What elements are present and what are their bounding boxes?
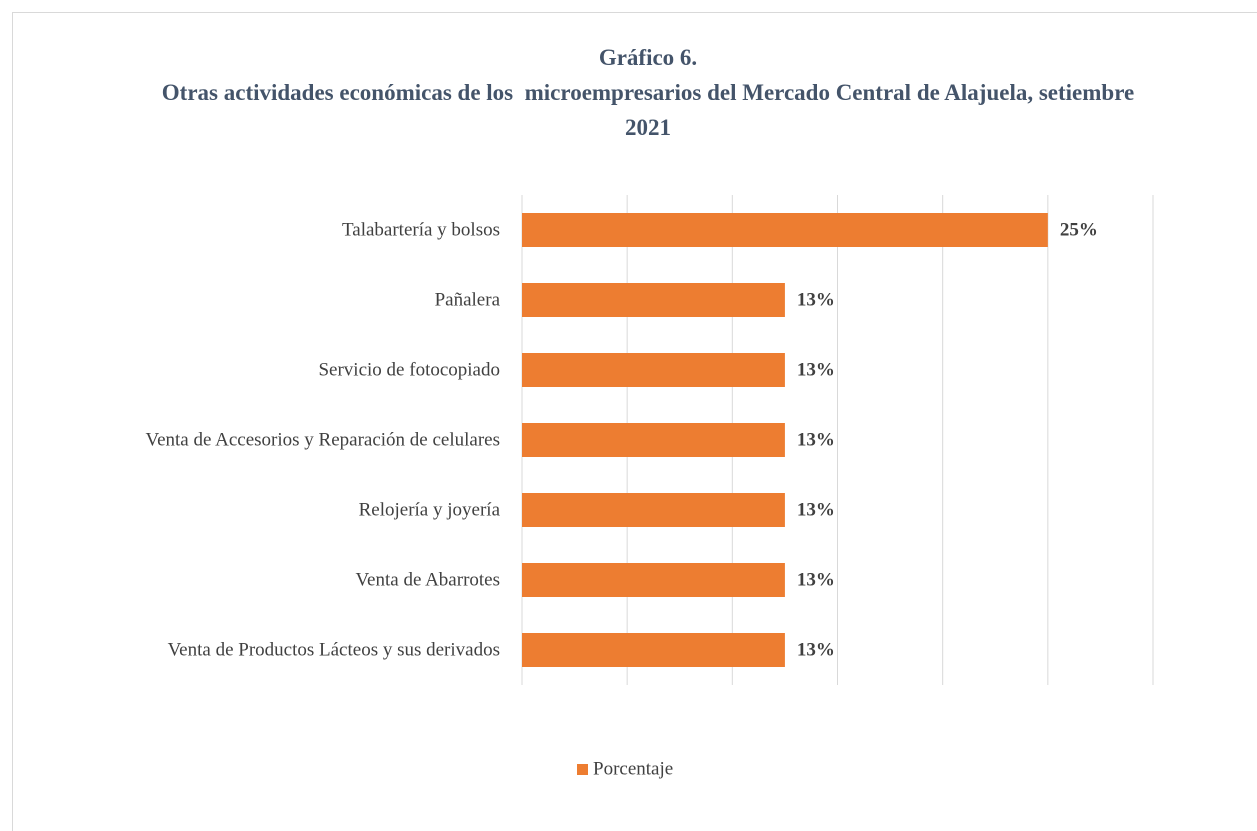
legend-swatch [577, 764, 588, 775]
bar [522, 563, 785, 597]
data-label: 13% [797, 289, 835, 310]
data-label: 13% [797, 639, 835, 660]
data-label: 25% [1060, 219, 1098, 240]
y-tick-label: Relojería y joyería [359, 499, 501, 520]
data-label: 13% [797, 499, 835, 520]
y-tick-label: Talabartería y bolsos [342, 219, 500, 240]
bar [522, 283, 785, 317]
bar [522, 633, 785, 667]
y-tick-label: Servicio de fotocopiado [318, 359, 500, 380]
bar [522, 493, 785, 527]
chart-subtitle: Otras actividades económicas de los micr… [161, 80, 1140, 140]
y-tick-label: Venta de Accesorios y Reparación de celu… [145, 429, 500, 450]
y-tick-label: Venta de Productos Lácteos y sus derivad… [168, 639, 500, 660]
y-tick-label: Venta de Abarrotes [355, 569, 500, 590]
chart-border [12, 12, 1257, 831]
bar [522, 353, 785, 387]
bar [522, 213, 1048, 247]
bar [522, 423, 785, 457]
legend-label: Porcentaje [593, 758, 673, 779]
data-label: 13% [797, 359, 835, 380]
data-label: 13% [797, 569, 835, 590]
data-label: 13% [797, 429, 835, 450]
chart-title: Gráfico 6. [598, 45, 698, 70]
y-tick-label: Pañalera [435, 289, 501, 310]
